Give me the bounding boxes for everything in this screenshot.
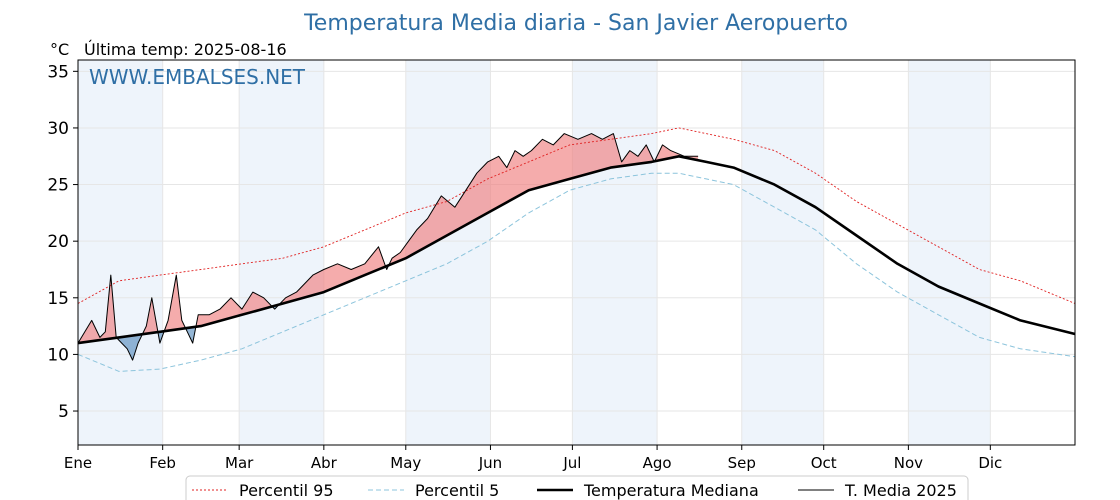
series-line-dotted-red bbox=[77, 127, 1076, 304]
x-axis-ticks: Ene Feb Mar Abr May Jun Jul Ago Sep Oct Nov Dic bbox=[64, 445, 1002, 472]
y-tick-label: 35 bbox=[47, 62, 69, 82]
series-line-thin-black bbox=[77, 133, 699, 361]
x-tick-label: Ene bbox=[64, 454, 92, 472]
above-median-fill bbox=[279, 246, 386, 305]
x-tick-label: Oct bbox=[811, 454, 837, 472]
y-tick-label: 20 bbox=[47, 232, 69, 252]
above-median-fill bbox=[164, 275, 186, 332]
y-axis-ticks: 5 10 15 20 25 30 35 bbox=[47, 62, 78, 422]
legend-label: Percentil 5 bbox=[415, 481, 499, 500]
series-lines bbox=[77, 127, 1076, 372]
month-band bbox=[572, 60, 658, 445]
month-band bbox=[239, 60, 324, 445]
x-tick-label: Jun bbox=[478, 454, 502, 472]
watermark: WWW.EMBALSES.NET bbox=[89, 65, 306, 89]
above-median-fill bbox=[196, 292, 272, 327]
month-bands bbox=[78, 60, 991, 445]
x-tick-label: Mar bbox=[225, 454, 254, 472]
x-tick-label: May bbox=[390, 454, 421, 472]
above-median-fill bbox=[78, 275, 117, 344]
legend-label: Temperatura Mediana bbox=[583, 481, 759, 500]
y-tick-label: 25 bbox=[47, 176, 69, 196]
above-median-fill bbox=[388, 133, 654, 266]
below-median-fill bbox=[116, 334, 143, 361]
y-tick-label: 30 bbox=[47, 119, 69, 139]
x-tick-label: Nov bbox=[894, 454, 923, 472]
plot-frame bbox=[77, 59, 1076, 446]
y-tick-label: 5 bbox=[58, 402, 69, 422]
y-tick-label: 10 bbox=[47, 345, 69, 365]
series-line-dashed-lightblue bbox=[77, 172, 1076, 372]
x-tick-label: Jul bbox=[562, 454, 581, 472]
chart-title: Temperatura Media diaria - San Javier Ae… bbox=[303, 11, 848, 36]
legend-box bbox=[185, 475, 969, 500]
x-tick-label: Dic bbox=[978, 454, 1002, 472]
legend: Percentil 95 Percentil 5 Temperatura Media… bbox=[185, 475, 969, 500]
legend-label: Percentil 95 bbox=[239, 481, 334, 500]
legend-items: Percentil 95 Percentil 5 Temperatura Media… bbox=[192, 481, 957, 500]
last-temp-label: Última temp: 2025-08-16 bbox=[84, 40, 287, 59]
month-band bbox=[405, 60, 491, 445]
legend-label: T. Media 2025 bbox=[844, 481, 957, 500]
x-tick-label: Sep bbox=[728, 454, 756, 472]
unit-label: °C bbox=[50, 40, 69, 59]
month-band bbox=[78, 60, 163, 445]
month-band bbox=[741, 60, 824, 445]
x-tick-label: Ago bbox=[643, 454, 672, 472]
x-tick-label: Feb bbox=[149, 454, 176, 472]
y-tick-label: 15 bbox=[47, 289, 69, 309]
series-line-thick-black bbox=[77, 155, 1076, 345]
x-tick-label: Abr bbox=[311, 454, 338, 472]
